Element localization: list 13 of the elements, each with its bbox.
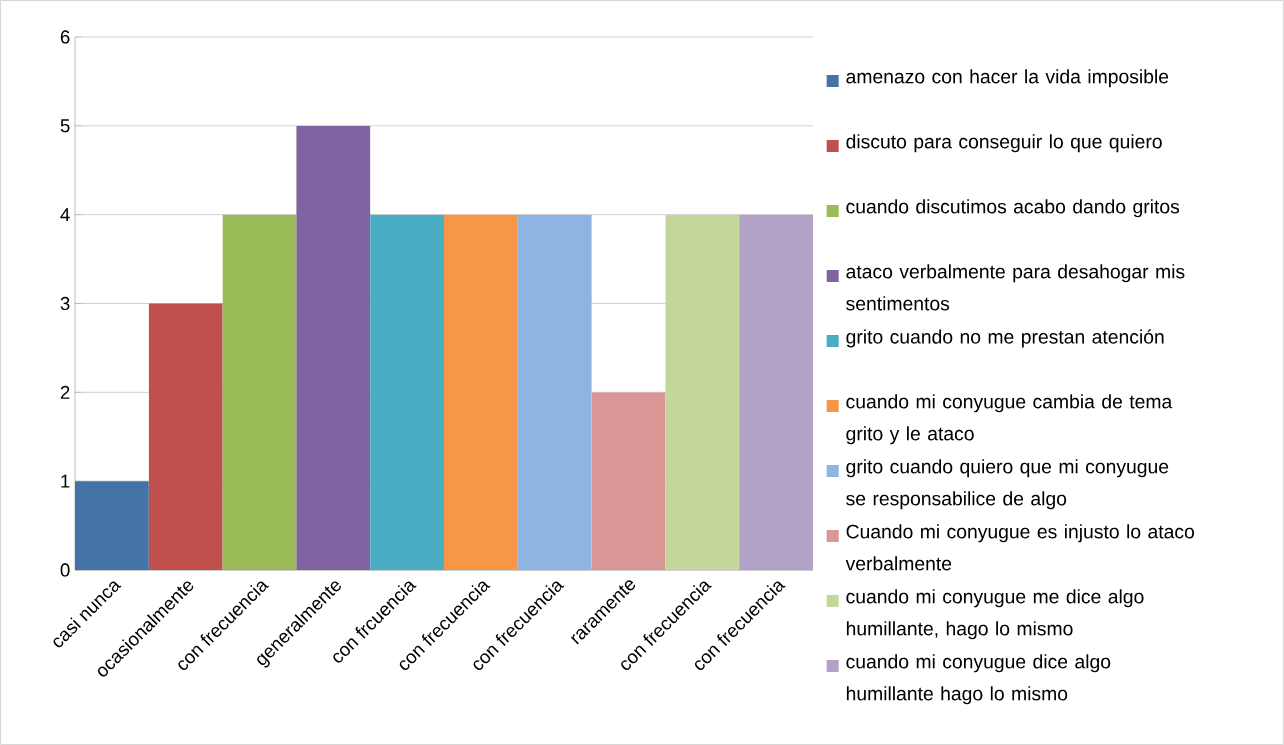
legend-label: cuando mi conyugue dice algo humillante hago lo mismo — [846, 654, 1111, 705]
legend-label: discuto para conseguir lo que quiero — [846, 134, 1162, 153]
y-tick-label: 6 — [60, 30, 70, 44]
y-tick-label: 1 — [61, 474, 70, 488]
legend-label: grito cuando no me prestan atención — [846, 329, 1164, 348]
legend-label: amenazo con hacer la vida imposible — [846, 69, 1169, 88]
legend-label: cuando discutimos acabo dando gritos — [846, 199, 1180, 218]
y-tick-label: 4 — [60, 208, 70, 222]
y-tick-label: 3 — [60, 296, 70, 311]
y-tick-label: 5 — [60, 119, 70, 133]
legend-label: grito cuando quiero que mi conyugue se responsabilice de algo — [846, 459, 1169, 510]
y-tick-label: 0 — [60, 563, 70, 577]
y-tick-label: 2 — [60, 385, 70, 399]
